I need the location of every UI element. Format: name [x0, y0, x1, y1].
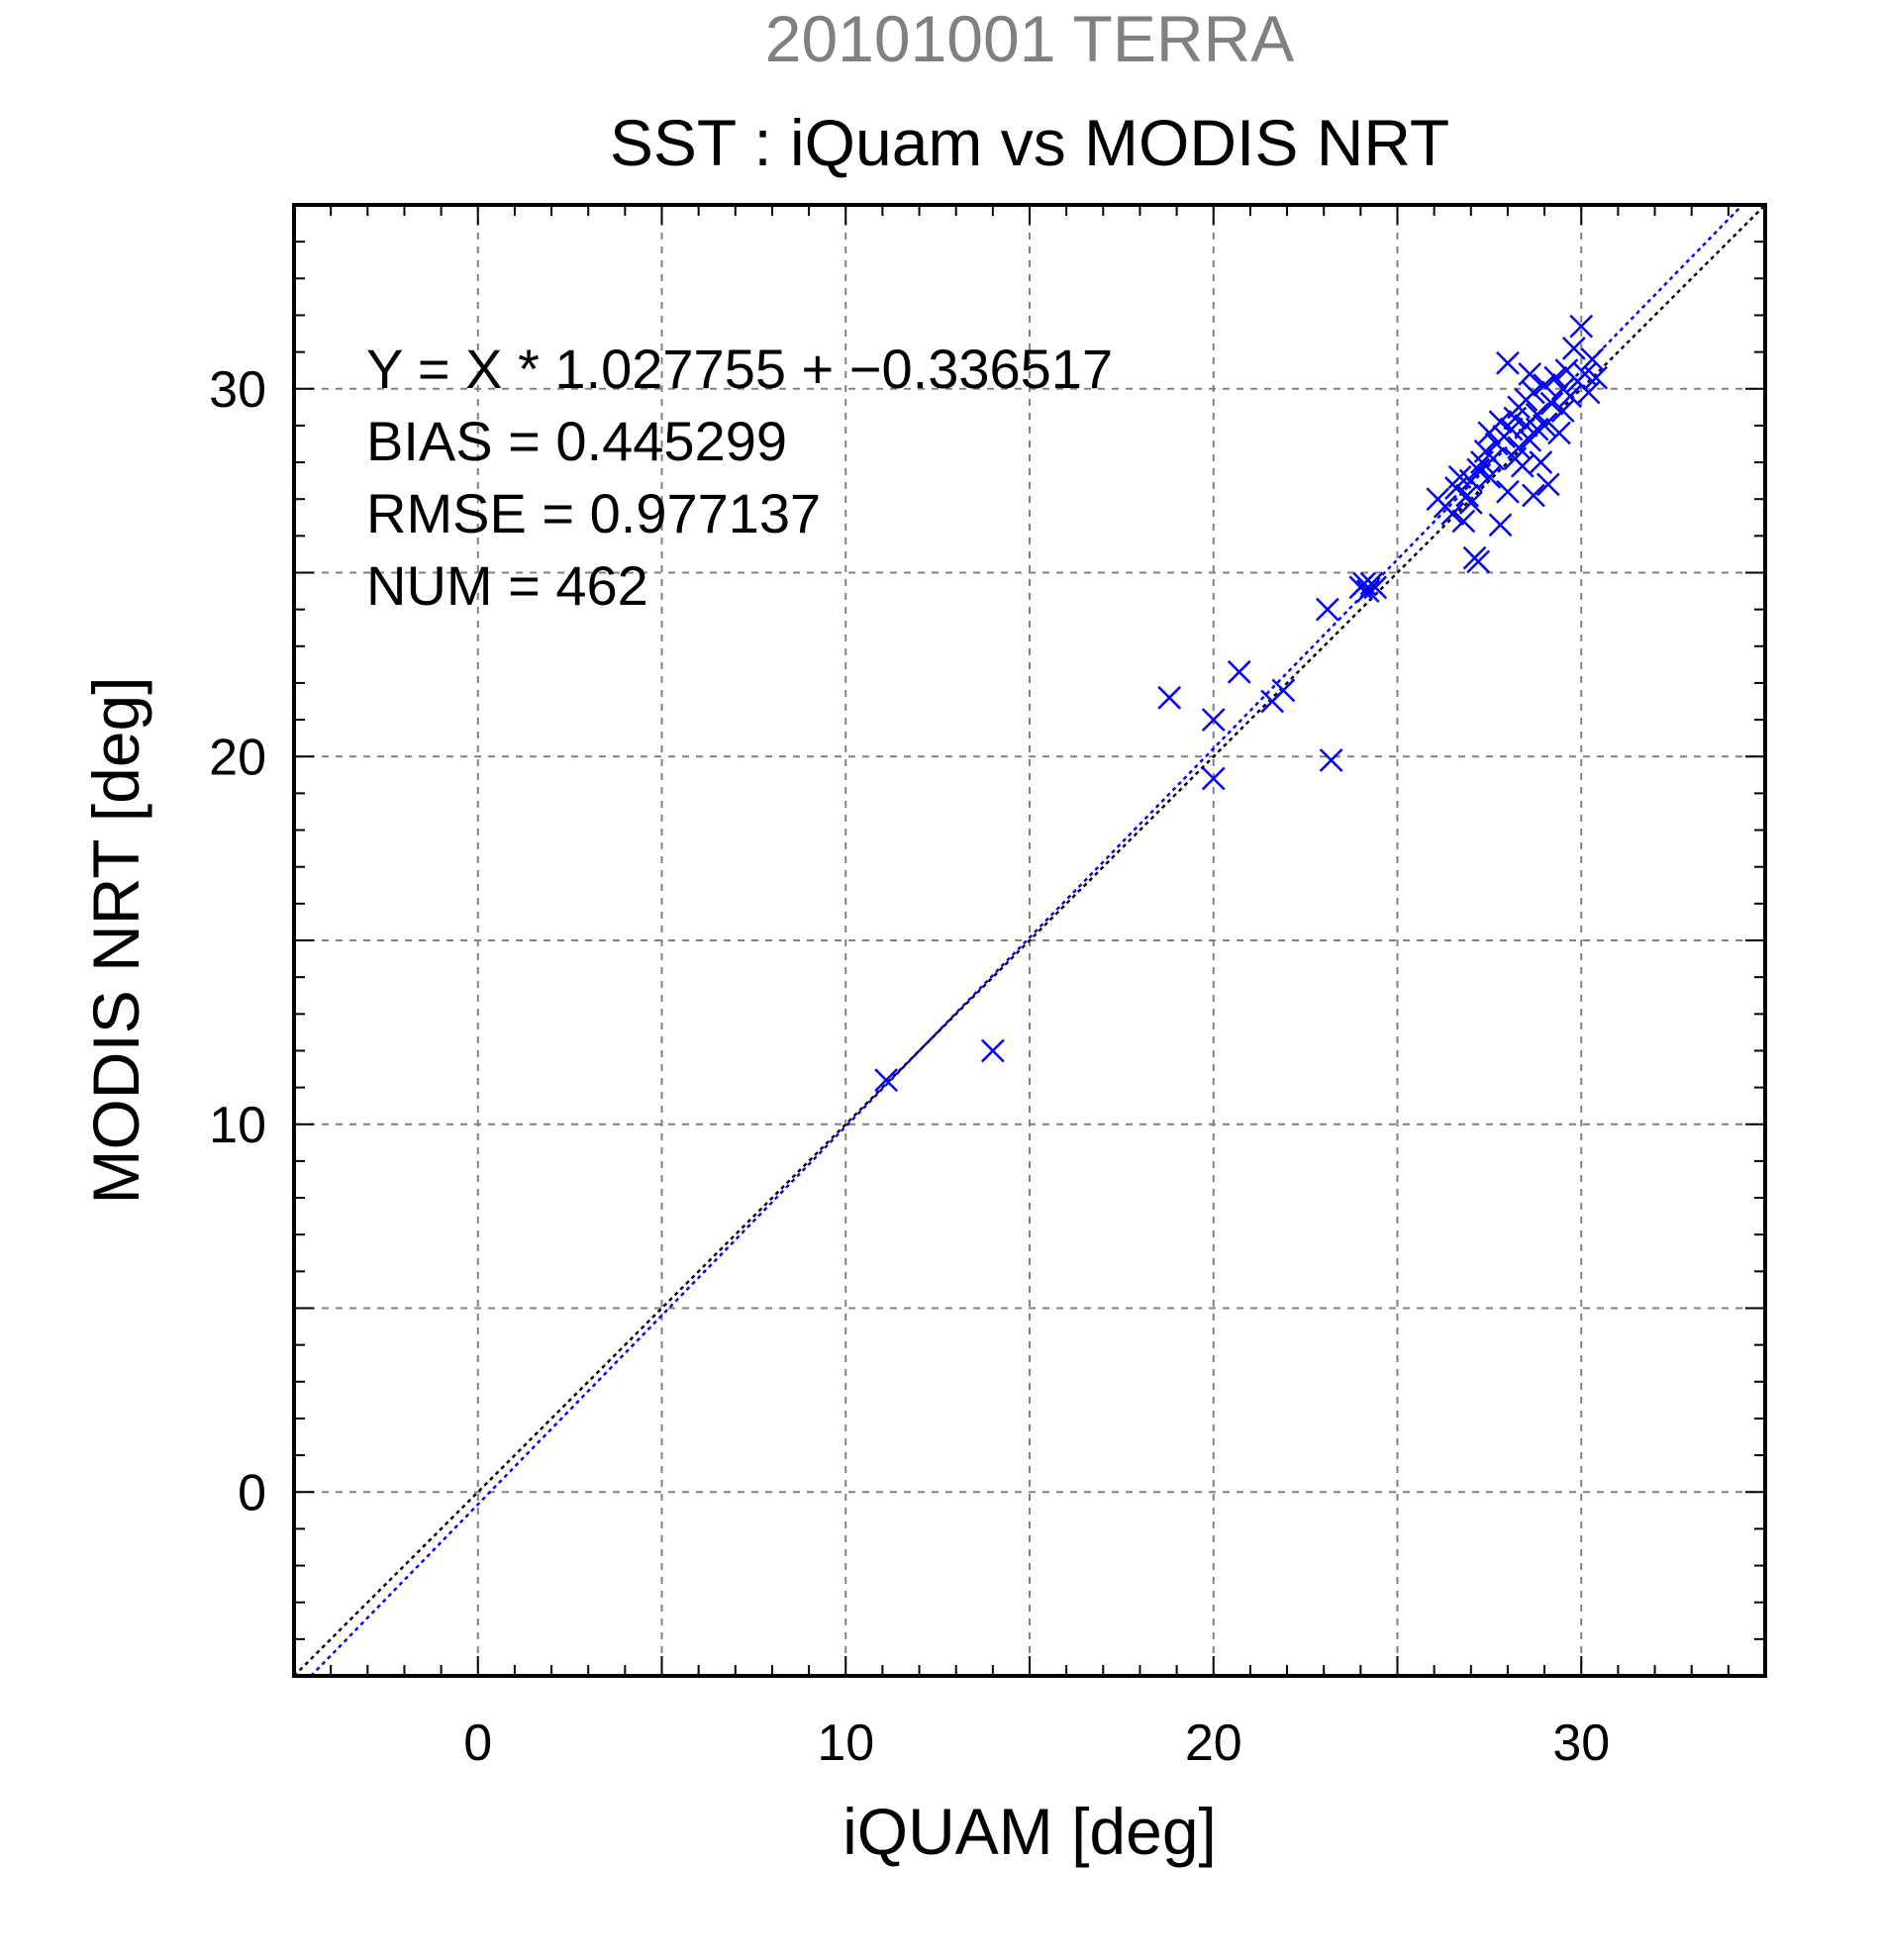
x-axis-label: iQUAM [deg] [842, 1795, 1217, 1868]
data-point [1503, 446, 1528, 471]
data-point [1543, 365, 1568, 390]
data-point [1496, 479, 1520, 504]
data-point [1533, 414, 1556, 438]
plot-frame [292, 203, 1767, 1678]
data-point [1488, 410, 1513, 435]
data-point [1466, 549, 1491, 574]
data-point [1525, 417, 1549, 441]
fit-lines [293, 204, 1766, 1677]
y-tick-label: 30 [209, 361, 266, 419]
x-tick-label: 30 [1552, 1715, 1610, 1772]
data-point [1529, 450, 1553, 474]
data-point [1547, 421, 1571, 445]
data-point [1447, 465, 1472, 489]
data-point [1319, 748, 1343, 772]
y-tick-label: 10 [209, 1097, 266, 1154]
data-point [1451, 509, 1476, 534]
data-point [1455, 483, 1479, 508]
x-tick-label: 10 [817, 1715, 874, 1772]
data-point [1550, 399, 1575, 423]
data-point [1316, 597, 1339, 622]
data-point [980, 1038, 1005, 1063]
num-annotation: NUM = 462 [366, 554, 648, 617]
chart-subtitle: SST : iQuam vs MODIS NRT [610, 106, 1449, 179]
tick-labels: 0 10 20 30 0 10 20 30 [209, 361, 1610, 1772]
data-point [1558, 384, 1582, 409]
data-point [1466, 457, 1491, 482]
x-tick-label: 20 [1185, 1715, 1242, 1772]
regression-equation: Y = X * 1.027755 + −0.336517 [366, 338, 1113, 400]
data-point [874, 1068, 898, 1093]
data-point [1355, 579, 1380, 603]
data-point [1458, 491, 1483, 515]
data-point [1477, 465, 1502, 489]
data-point [1522, 380, 1545, 405]
data-point [1518, 362, 1542, 386]
stats-annotations: Y = X * 1.027755 + −0.336517 BIAS = 0.44… [366, 338, 1113, 617]
data-point [1271, 678, 1296, 703]
data-point [1539, 391, 1564, 416]
data-point [1481, 446, 1505, 471]
data-point [1201, 766, 1226, 791]
data-points [874, 314, 1608, 1093]
x-tick-label: 0 [463, 1715, 492, 1772]
y-tick-label: 0 [238, 1464, 266, 1521]
chart-title: 20101001 TERRA [765, 2, 1294, 75]
data-point [1496, 350, 1520, 375]
identity-line [293, 204, 1766, 1677]
data-point [1584, 365, 1608, 390]
data-point [1157, 685, 1182, 710]
y-tick-label: 20 [209, 729, 266, 786]
data-point [1363, 575, 1388, 600]
data-point [1522, 483, 1545, 508]
regression-line [310, 204, 1743, 1677]
rmse-annotation: RMSE = 0.977137 [366, 482, 821, 544]
y-axis-label: MODIS NRT [deg] [79, 676, 152, 1204]
data-point [1227, 659, 1251, 684]
data-point [1576, 380, 1601, 405]
data-point [1569, 314, 1594, 339]
data-point [1533, 373, 1556, 397]
data-point [1201, 708, 1226, 732]
bias-annotation: BIAS = 0.445299 [366, 410, 787, 472]
data-point [1535, 472, 1560, 497]
data-point [1440, 502, 1465, 526]
data-point [1580, 347, 1605, 371]
data-point [1488, 513, 1513, 538]
data-point [1561, 337, 1586, 360]
